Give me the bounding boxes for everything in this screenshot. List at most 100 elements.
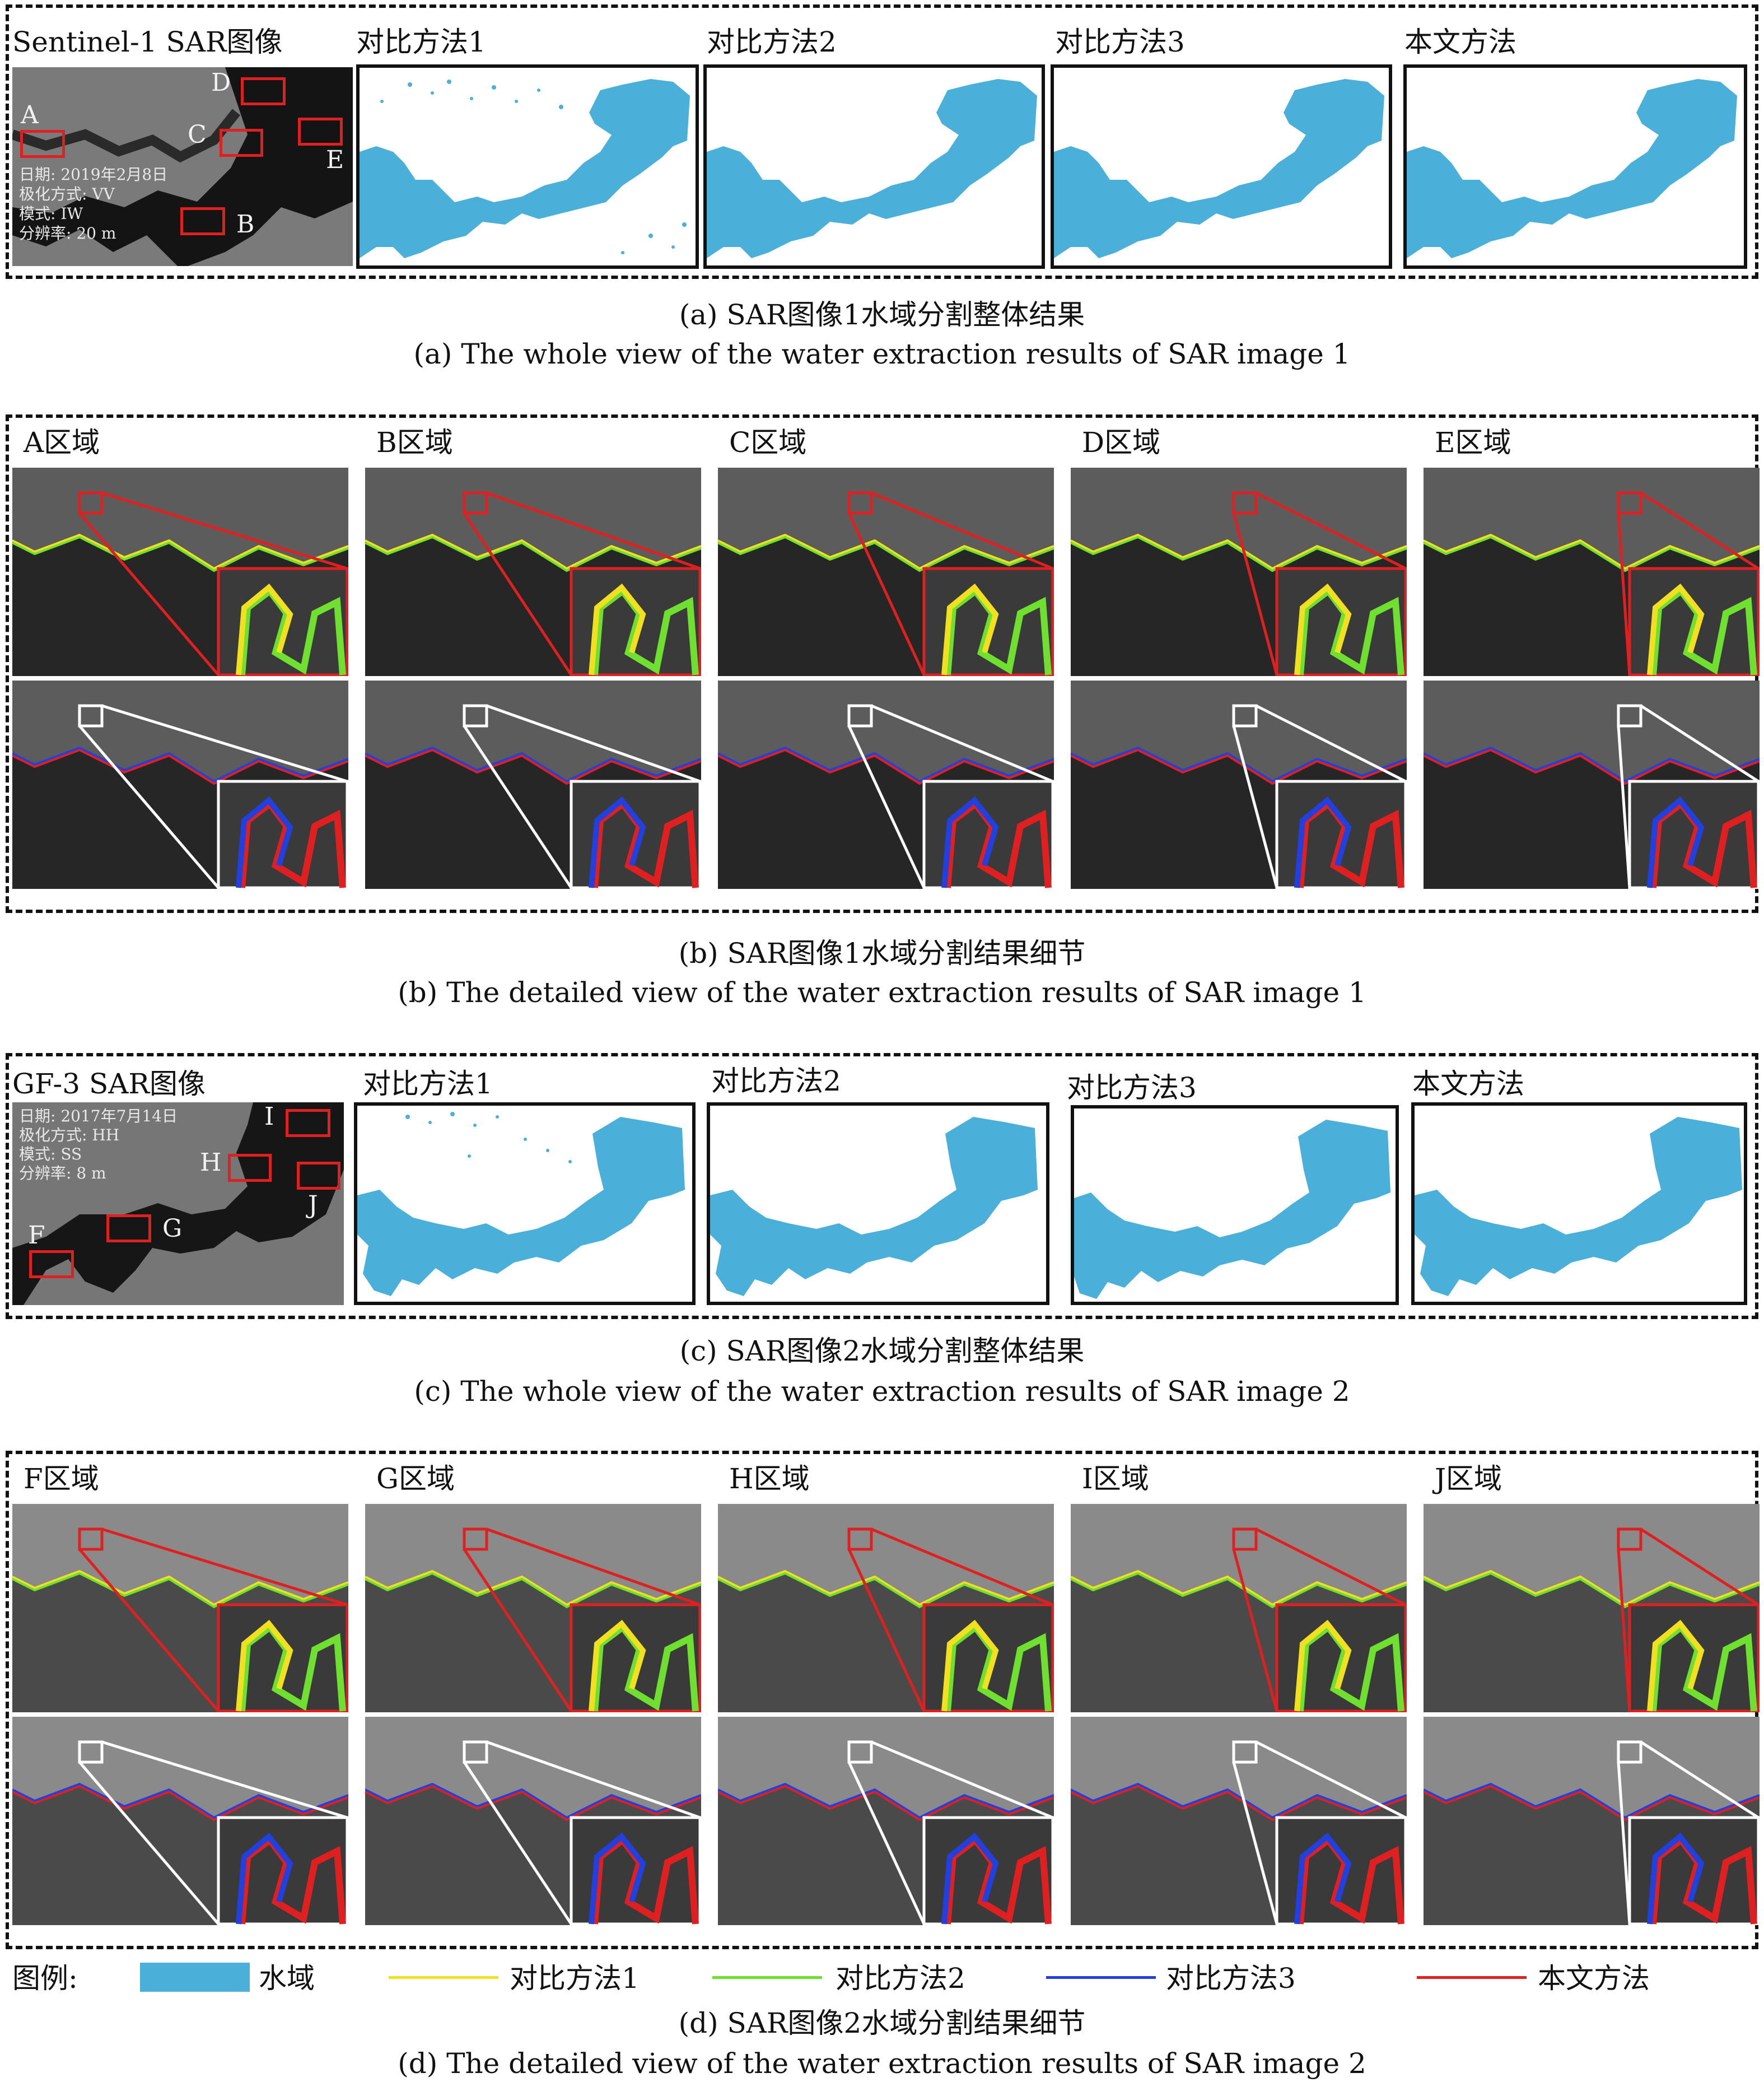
region-upper-panel bbox=[12, 1504, 348, 1712]
caption-d-cn: (d) SAR图像2水域分割结果细节 bbox=[678, 2007, 1086, 2039]
a-method1-title: 对比方法1 bbox=[356, 26, 486, 58]
region-title: A区域 bbox=[24, 426, 100, 459]
region-title: H区域 bbox=[729, 1462, 810, 1495]
c-method3-panel bbox=[1071, 1105, 1399, 1305]
water-mask bbox=[1415, 1117, 1742, 1296]
sar-image-2-title: GF-3 SAR图像 bbox=[12, 1068, 206, 1100]
roi-e-label: E bbox=[326, 146, 344, 174]
water-mask bbox=[1407, 79, 1737, 258]
region-upper-panel bbox=[1424, 1504, 1760, 1712]
water-mask bbox=[1074, 1120, 1390, 1299]
roi-c bbox=[220, 129, 263, 157]
c-method1-panel bbox=[354, 1102, 696, 1305]
roi-c-label: C bbox=[188, 120, 207, 149]
meta-resolution: 分辨率: 20 m bbox=[19, 224, 116, 243]
region-upper-panel bbox=[365, 1504, 701, 1712]
legend-water-label: 水域 bbox=[259, 1962, 315, 1995]
roi-h-label: H bbox=[200, 1148, 222, 1177]
c-method1-title: 对比方法1 bbox=[363, 1068, 493, 1100]
a-method2-panel bbox=[703, 64, 1045, 269]
region-title: D区域 bbox=[1082, 426, 1161, 459]
region-upper-panel bbox=[1071, 1504, 1407, 1712]
region-lower-panel bbox=[1071, 681, 1407, 889]
roi-d bbox=[241, 77, 286, 105]
region-upper-panel bbox=[1071, 468, 1407, 676]
c-method3-title: 对比方法3 bbox=[1067, 1072, 1197, 1104]
caption-c-en: (c) The whole view of the water extracti… bbox=[414, 1375, 1350, 1408]
meta-date: 日期: 2019年2月8日 bbox=[19, 165, 168, 184]
caption-d-en: (d) The detailed view of the water extra… bbox=[398, 2047, 1366, 2080]
legend-method1-line bbox=[389, 1976, 498, 1979]
section-c-frame bbox=[6, 1053, 1758, 1319]
region-upper-panel bbox=[365, 468, 701, 676]
c-ours-panel bbox=[1411, 1102, 1747, 1305]
roi-i bbox=[286, 1109, 330, 1137]
region-upper-panel bbox=[718, 468, 1054, 676]
region-lower-panel bbox=[718, 681, 1054, 889]
water-mask bbox=[1054, 79, 1384, 258]
a-ours-panel bbox=[1403, 64, 1747, 269]
sar-image-1: 日期: 2019年2月8日 极化方式: VV 模式: IW 分辨率: 20 m … bbox=[12, 67, 353, 266]
caption-b-en: (b) The detailed view of the water extra… bbox=[398, 976, 1366, 1009]
region-upper-panel bbox=[718, 1504, 1054, 1712]
region-title: F区域 bbox=[24, 1462, 99, 1495]
legend-method3-line bbox=[1046, 1976, 1156, 1979]
roi-a-label: A bbox=[21, 101, 39, 129]
roi-j-label: J bbox=[308, 1191, 318, 1219]
water-mask bbox=[357, 1112, 685, 1296]
caption-a-cn: (a) SAR图像1水域分割整体结果 bbox=[679, 299, 1085, 331]
meta-mode-2: 模式: SS bbox=[19, 1145, 82, 1163]
legend-method1-label: 对比方法1 bbox=[510, 1962, 640, 1995]
roi-g-label: G bbox=[162, 1214, 183, 1243]
legend-water-swatch bbox=[140, 1963, 250, 1992]
region-lower-panel bbox=[12, 681, 348, 889]
region-title: B区域 bbox=[376, 426, 453, 459]
region-upper-panel bbox=[12, 468, 348, 676]
roi-a bbox=[20, 130, 65, 158]
caption-c-cn: (c) SAR图像2水域分割整体结果 bbox=[679, 1335, 1085, 1367]
region-title: E区域 bbox=[1435, 426, 1511, 459]
sar-image-1-title: Sentinel-1 SAR图像 bbox=[12, 26, 283, 58]
region-title: G区域 bbox=[376, 1462, 455, 1495]
c-method2-panel bbox=[707, 1102, 1049, 1305]
caption-b-cn: (b) SAR图像1水域分割结果细节 bbox=[678, 937, 1086, 970]
roi-j bbox=[297, 1162, 340, 1190]
a-method3-title: 对比方法3 bbox=[1055, 26, 1185, 58]
region-title: J区域 bbox=[1435, 1462, 1502, 1495]
region-title: C区域 bbox=[729, 426, 807, 459]
sar-image-2: 日期: 2017年7月14日 极化方式: HH 模式: SS 分辨率: 8 m … bbox=[12, 1102, 344, 1305]
legend-ours-line bbox=[1417, 1976, 1527, 1979]
a-method2-title: 对比方法2 bbox=[707, 26, 837, 58]
region-lower-panel bbox=[12, 1717, 348, 1925]
meta-date-2: 日期: 2017年7月14日 bbox=[19, 1107, 178, 1125]
meta-mode: 模式: IW bbox=[19, 204, 83, 223]
roi-f bbox=[29, 1250, 74, 1278]
region-lower-panel bbox=[1424, 1717, 1760, 1925]
roi-d-label: D bbox=[211, 68, 231, 97]
caption-a-en: (a) The whole view of the water extracti… bbox=[413, 338, 1351, 370]
meta-polarization: 极化方式: VV bbox=[19, 185, 115, 203]
meta-polarization-2: 极化方式: HH bbox=[19, 1126, 120, 1144]
legend-method2-label: 对比方法2 bbox=[836, 1962, 965, 1995]
region-title: I区域 bbox=[1082, 1462, 1149, 1495]
region-upper-panel bbox=[1424, 468, 1760, 676]
roi-i-label: I bbox=[264, 1102, 274, 1131]
roi-b bbox=[180, 207, 225, 235]
water-mask bbox=[707, 79, 1037, 258]
roi-b-label: B bbox=[236, 210, 255, 239]
roi-e bbox=[298, 118, 343, 146]
region-lower-panel bbox=[718, 1717, 1054, 1925]
region-lower-panel bbox=[365, 1717, 701, 1925]
roi-f-label: F bbox=[28, 1221, 45, 1250]
a-ours-title: 本文方法 bbox=[1404, 26, 1516, 58]
roi-h bbox=[228, 1154, 272, 1182]
water-mask bbox=[360, 79, 690, 258]
legend-method2-line bbox=[712, 1976, 822, 1979]
meta-resolution-2: 分辨率: 8 m bbox=[19, 1164, 106, 1182]
a-method3-panel bbox=[1051, 64, 1392, 269]
a-method1-panel bbox=[356, 64, 699, 269]
water-mask bbox=[710, 1117, 1038, 1296]
legend-title: 图例: bbox=[12, 1962, 78, 1995]
legend-method3-label: 对比方法3 bbox=[1166, 1962, 1296, 1995]
region-lower-panel bbox=[1424, 681, 1760, 889]
